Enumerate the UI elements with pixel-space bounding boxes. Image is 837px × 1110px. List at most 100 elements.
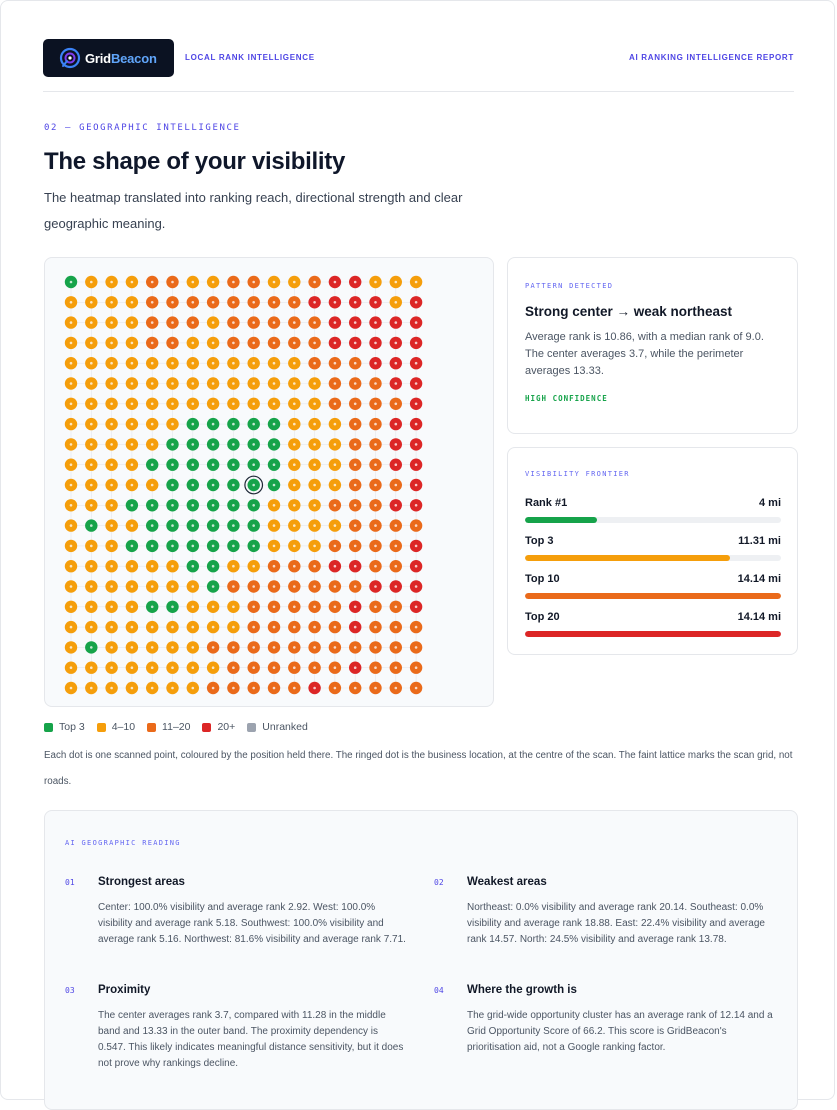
scan-point-label-mark [252,463,255,466]
scan-point-label-mark [353,686,357,690]
scan-point-label-mark [353,463,357,466]
scan-point-label-mark [414,280,418,284]
scan-point-label-mark [313,361,316,365]
scan-point-label-mark [69,666,73,669]
scan-point-label-mark [130,301,134,304]
scan-point-label-mark [150,402,154,406]
scan-point-label-mark [150,321,154,324]
scan-point-label-mark [69,361,73,365]
scan-point-label-mark [293,666,296,669]
scan-point-label-mark [211,646,215,649]
scan-point-label-mark [374,585,377,588]
scan-point-label-mark [130,402,134,406]
scan-point-label-mark [333,443,337,446]
scan-point-label-mark [211,504,215,507]
scan-point-label-mark [374,280,377,284]
scan-point-label-mark [150,280,154,284]
scan-point-label-mark [353,443,357,446]
scan-point-label-mark [110,402,113,406]
scan-point-label-mark [171,361,174,365]
scan-point-label-mark [130,524,134,527]
scan-point-label-mark [272,382,276,385]
scan-point-label-mark [110,646,113,649]
scan-point-label-mark [333,686,337,690]
scan-point-label-mark [191,504,195,507]
scan-point-label-mark [191,483,195,487]
scan-point-label-mark [414,301,418,304]
scan-point-label-mark [414,321,418,324]
scan-point-label-mark [130,625,134,629]
scan-point-label-mark [232,422,235,426]
scan-point-label-mark [272,504,276,507]
scan-point-label-mark [90,280,93,284]
scan-point-label-mark [333,341,337,345]
scan-point-label-mark [293,504,296,507]
scan-point-label-mark [414,646,418,649]
scan-point-label-mark [272,646,276,649]
scan-point-label-mark [252,422,255,426]
scan-point-label-mark [353,280,357,284]
legend-item: 20+ [202,721,235,733]
scan-point-label-mark [110,422,113,426]
scan-point-label-mark [171,564,174,568]
scan-point-label-mark [171,402,174,406]
scan-point-label-mark [232,443,235,446]
scan-point-label-mark [293,301,296,304]
scan-point-label-mark [353,585,357,588]
scan-point-label-mark [90,686,93,690]
legend-swatch [247,722,257,732]
reading-number: 04 [434,986,444,995]
scan-point-label-mark [394,646,398,649]
scan-point-label-mark [313,666,316,669]
scan-point-label-mark [333,504,337,507]
frontier-fill [525,631,781,637]
scan-point-label-mark [313,321,316,324]
scan-point-label-mark [130,341,134,345]
scan-point-label-mark [110,504,113,507]
scan-point-label-mark [191,646,195,649]
frontier-fill [525,593,781,599]
scan-point-label-mark [252,686,255,690]
scan-point-label-mark [394,463,398,466]
scan-point-label-mark [353,341,357,345]
scan-point-label-mark [211,564,215,568]
scan-point-label-mark [313,544,316,548]
legend-swatch [96,722,106,732]
scan-point-label-mark [394,443,398,446]
scan-point-label-mark [293,564,296,568]
scan-point-label-mark [333,524,337,527]
scan-point-label-mark [171,382,174,385]
scan-point-label-mark [333,625,337,629]
scan-point-label-mark [353,321,357,324]
scan-point-label-mark [313,504,316,507]
scan-point-label-mark [150,544,154,548]
scan-point-label-mark [191,585,195,588]
scan-point-label-mark [232,524,235,527]
scan-point-label-mark [353,504,357,507]
legend-swatch [147,722,157,732]
reading-number: 01 [65,878,75,887]
scan-point-label-mark [69,544,73,548]
scan-point-label-mark [90,564,93,568]
scan-point-label-mark [90,625,93,629]
scan-point-label-mark [374,564,377,568]
scan-point-label-mark [394,402,398,406]
scan-point-label-mark [293,544,296,548]
scan-point-label-mark [394,361,398,365]
scan-point-label-mark [232,585,235,588]
scan-point-label-mark [293,686,296,690]
frontier-track [525,555,781,561]
scan-point-label-mark [293,625,296,629]
scan-point-label-mark [191,463,195,466]
scan-point-label-mark [293,483,296,487]
scan-point-label-mark [414,585,418,588]
heatmap-legend: Top 3 4–10 11–20 20+ Unranked [44,721,320,733]
scan-point-label-mark [171,585,174,588]
scan-point-label-mark [110,625,113,629]
pattern-body: Average rank is 10.86, with a median ran… [525,331,764,377]
scan-point-label-mark [252,443,255,446]
scan-point-label-mark [211,382,215,385]
scan-point-label-mark [150,625,154,629]
scan-point-label-mark [211,301,215,304]
frontier-value: 14.14 mi [737,573,781,585]
